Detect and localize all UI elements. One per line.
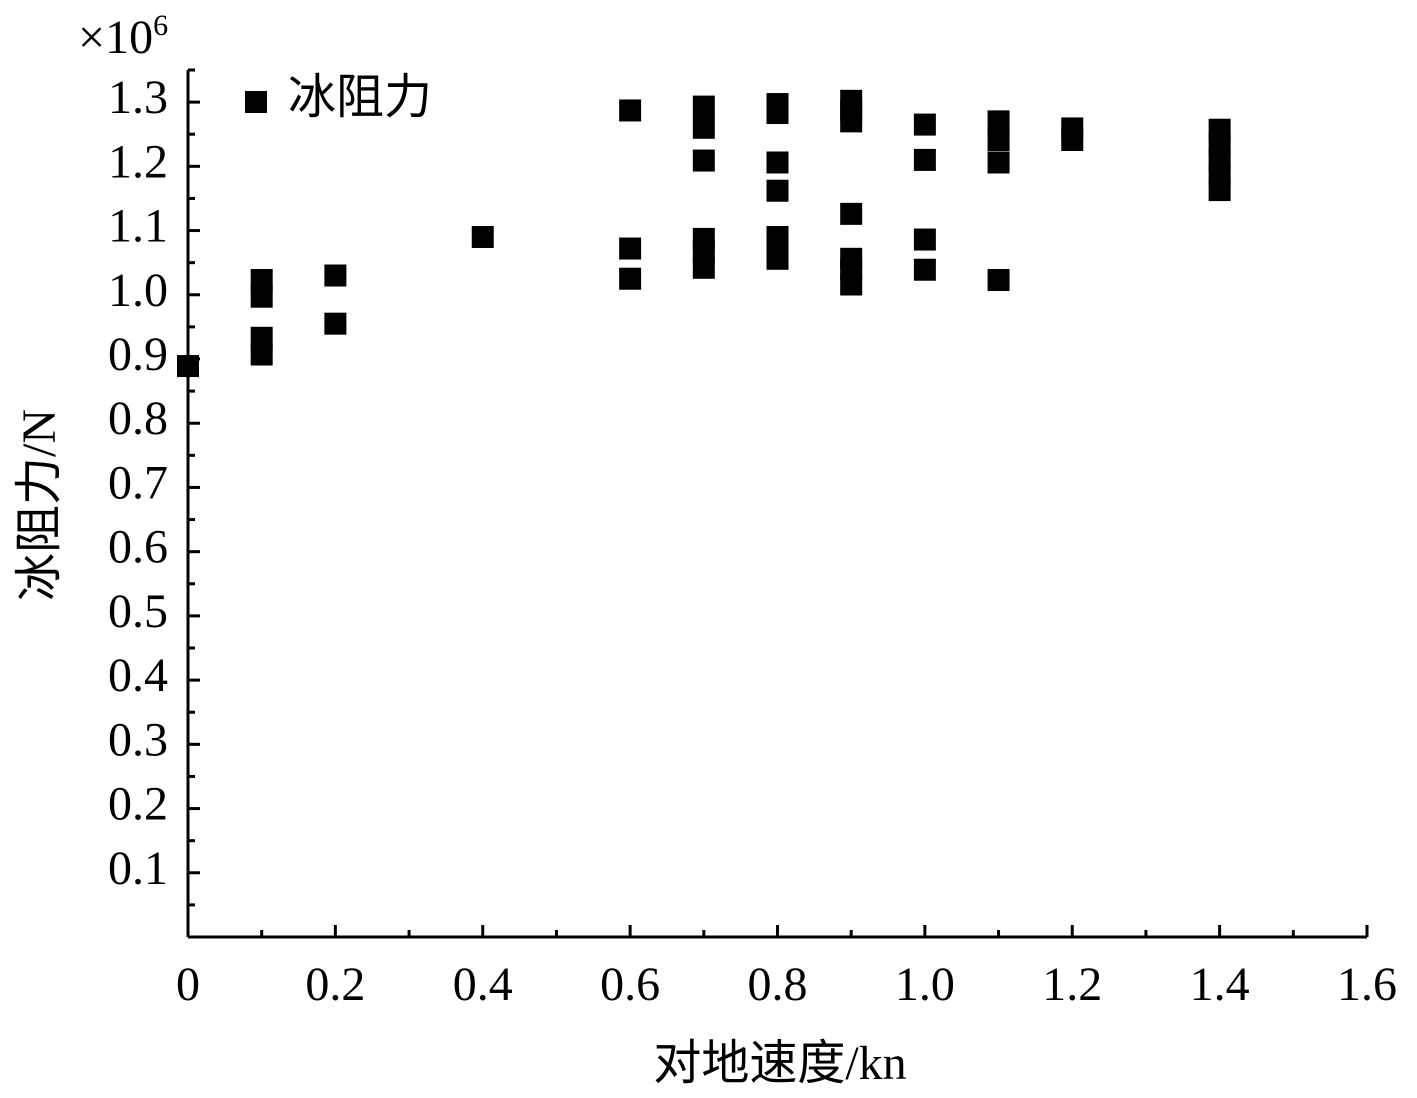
- x-tick-label: 1.0: [895, 958, 955, 1011]
- y-tick-label: 1.0: [108, 264, 168, 317]
- point: [840, 110, 863, 133]
- x-axis-label: 对地速度/kn: [653, 1037, 906, 1090]
- point: [766, 102, 789, 125]
- y-tick-label: 1.2: [108, 135, 168, 188]
- x-tick-label: 0.8: [748, 958, 808, 1011]
- point: [471, 225, 494, 248]
- y-tick-label: 1.1: [108, 200, 168, 253]
- point: [913, 113, 936, 136]
- y-tick-label: 0.5: [108, 585, 168, 638]
- y-tick-label: 0.4: [108, 649, 168, 702]
- x-tick-label: 1.6: [1337, 958, 1397, 1011]
- point: [913, 258, 936, 281]
- point: [177, 355, 199, 378]
- point: [692, 256, 715, 279]
- point: [692, 116, 715, 139]
- y-tick-label: 0.6: [108, 521, 168, 574]
- point: [987, 129, 1010, 152]
- point: [766, 225, 789, 248]
- multiplier-base: ×10: [78, 11, 153, 64]
- legend-label: 冰阻力: [288, 71, 432, 124]
- x-tick-label: 1.4: [1190, 958, 1250, 1011]
- y-tick-label: 0.7: [108, 456, 168, 509]
- y-tick-label: 1.3: [108, 71, 168, 124]
- point: [619, 267, 642, 290]
- y-tick-label: 0.1: [108, 842, 168, 895]
- point: [766, 247, 789, 270]
- point: [692, 95, 715, 118]
- y-tick-label: 0.2: [108, 778, 168, 831]
- legend-marker: [245, 91, 267, 113]
- y-tick-label: 0.3: [108, 713, 168, 766]
- point: [619, 99, 642, 122]
- point: [324, 312, 347, 335]
- point: [987, 269, 1010, 292]
- y-axis-label: 冰阻力/N: [13, 409, 66, 601]
- point: [250, 326, 273, 349]
- point: [987, 151, 1010, 174]
- point: [250, 269, 273, 292]
- point: [692, 149, 715, 172]
- point: [840, 273, 863, 296]
- point: [840, 202, 863, 225]
- point: [1208, 179, 1231, 202]
- x-tick-label: 0.4: [453, 958, 513, 1011]
- y-tick-label: 0.9: [108, 328, 168, 381]
- x-tick-label: 0.6: [600, 958, 660, 1011]
- point: [250, 343, 273, 366]
- point: [619, 237, 642, 260]
- point: [987, 110, 1010, 133]
- point: [913, 148, 936, 171]
- point: [250, 285, 273, 308]
- y-multiplier: ×106: [78, 9, 168, 64]
- multiplier-exponent: 6: [153, 9, 168, 42]
- point: [766, 151, 789, 174]
- x-tick-label: 1.2: [1042, 958, 1102, 1011]
- point: [766, 179, 789, 202]
- x-tick-label: 0: [176, 958, 200, 1011]
- point: [324, 264, 347, 287]
- y-tick-label: 0.8: [108, 392, 168, 445]
- x-tick-label: 0.2: [305, 958, 365, 1011]
- point: [913, 228, 936, 251]
- point: [1061, 129, 1084, 152]
